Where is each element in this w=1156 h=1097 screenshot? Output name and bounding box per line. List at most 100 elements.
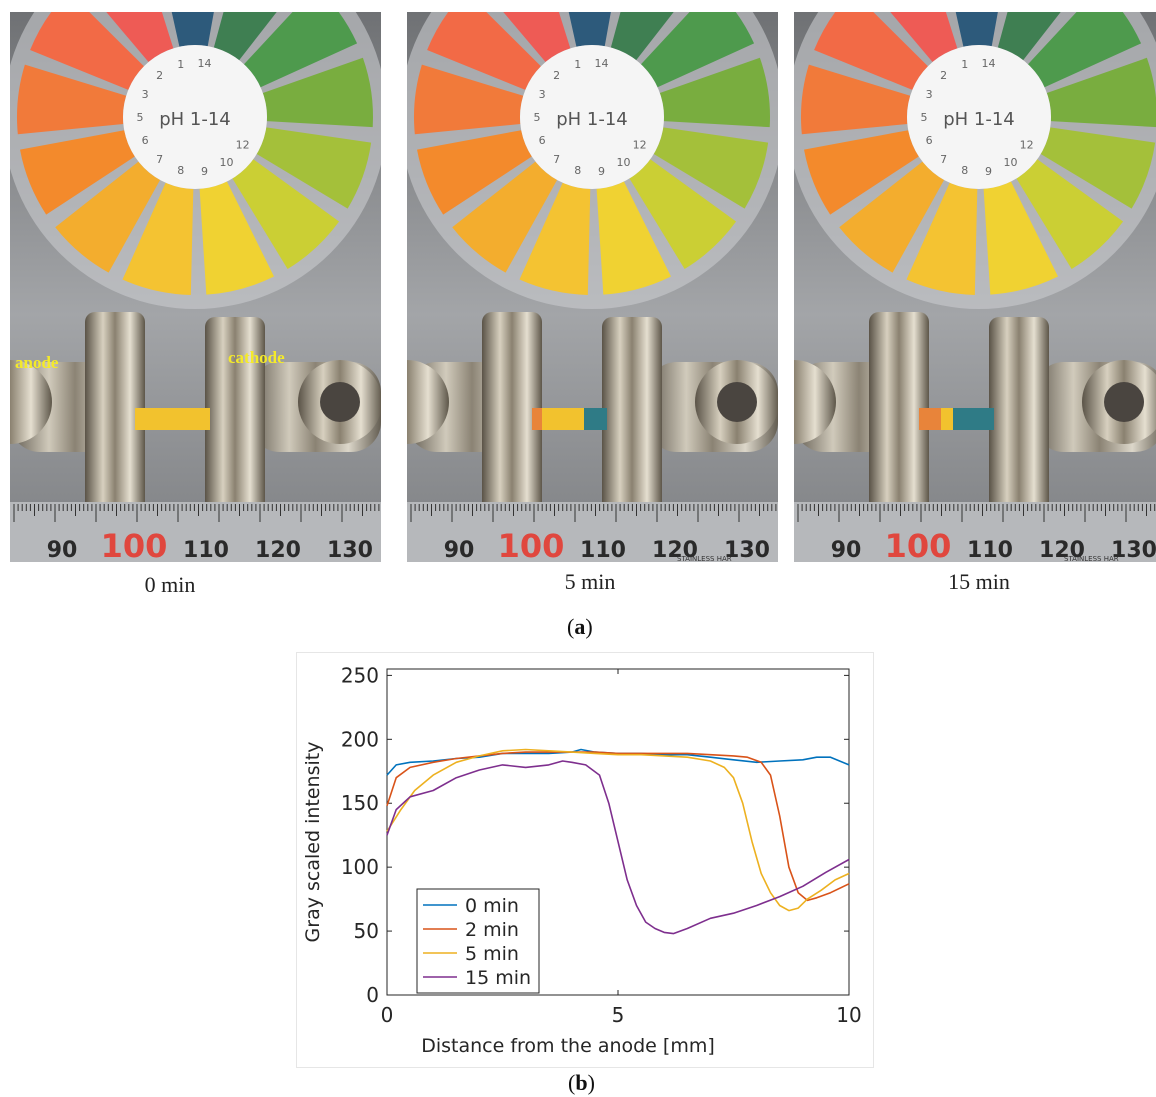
series-line-15-min	[386, 760, 850, 935]
ruler-number: 120	[1039, 538, 1085, 562]
wheel-number: 14	[982, 57, 996, 70]
strip-section	[542, 408, 584, 430]
strip-section	[584, 408, 607, 430]
ruler-number: 120	[255, 538, 301, 562]
legend-label: 5 min	[465, 943, 519, 965]
wheel-number: 14	[595, 57, 609, 70]
wheel-number: 5	[534, 111, 541, 124]
wheel-number: 5	[921, 111, 928, 124]
wheel-number: 8	[961, 164, 968, 177]
x-tick-label: 0	[381, 1003, 394, 1027]
wheel-label: pH 1-14	[943, 109, 1015, 130]
left-clip	[482, 312, 542, 542]
wheel-number: 3	[926, 88, 933, 101]
ruler-number: 110	[580, 538, 626, 562]
panel-b-letter: b	[575, 1070, 588, 1095]
ruler-number: 110	[183, 538, 229, 562]
wheel-number: 10	[617, 156, 631, 169]
wheel-number: 5	[137, 111, 144, 124]
wheel-number: 2	[156, 69, 163, 82]
ruler-number: 100	[885, 527, 952, 562]
caption-15min: 15 min	[948, 569, 1010, 594]
wheel-number: 9	[985, 165, 992, 178]
wheel-number: 3	[539, 88, 546, 101]
wheel-number: 7	[156, 153, 163, 166]
wheel-segment	[906, 182, 978, 295]
right-clip	[205, 317, 265, 542]
wheel-segment	[122, 182, 194, 295]
ph-strip	[135, 408, 210, 430]
x-tick-label: 5	[612, 1003, 625, 1027]
wheel-number: 10	[220, 156, 234, 169]
strip-section	[135, 408, 210, 430]
wheel-segment	[983, 181, 1058, 295]
right-clip-hole	[320, 382, 360, 422]
left-clip-ring	[10, 360, 52, 444]
wheel-label: pH 1-14	[159, 109, 231, 130]
wheel-segment	[659, 57, 770, 128]
wheel-number: 9	[201, 165, 208, 178]
anode-label: anode	[15, 353, 59, 372]
wheel-number: 1	[177, 58, 184, 71]
ruler-number: 130	[724, 538, 770, 562]
wheel-segment	[414, 64, 524, 135]
wheel-label: pH 1-14	[556, 109, 628, 130]
wheel-segment	[629, 159, 737, 270]
ph-color-wheel	[414, 12, 770, 295]
strip-section	[532, 408, 542, 430]
caption-5min: 5 min	[564, 569, 616, 594]
y-tick-label: 250	[341, 663, 379, 687]
wheel-segment	[1046, 57, 1156, 128]
series-line-2-min	[386, 751, 850, 902]
right-clip	[602, 317, 662, 542]
binder-clips	[10, 312, 381, 542]
ruler-brand: STAINLESS HAR	[1064, 555, 1119, 562]
wheel-segment	[955, 12, 998, 47]
wheel-segment	[20, 130, 135, 215]
photo-15min: pH 1-14 14 1 2 3 5 6 7 8 9 10 12 90 100 110 120 130 STAIN…	[794, 12, 1156, 562]
wheel-segment	[199, 181, 274, 295]
ruler-body	[10, 502, 381, 562]
ruler-body	[794, 502, 1156, 562]
ruler-number: 90	[444, 538, 475, 562]
ruler-body	[407, 502, 778, 562]
legend	[416, 888, 540, 994]
y-axis-label: Gray scaled intensity	[302, 742, 324, 943]
ruler-number: 130	[1111, 538, 1156, 562]
wheel-number: 2	[553, 69, 560, 82]
ruler-number: 90	[831, 538, 862, 562]
strip-section	[941, 408, 953, 430]
ruler: 90 100 110 120 130	[10, 502, 381, 562]
wheel-segment	[814, 12, 928, 90]
chart-svg: 0 50 100 150 200 250 0 5 10 Distance from the ano…	[302, 663, 862, 1057]
legend-label: 0 min	[465, 895, 519, 917]
ruler-brand: STAINLESS HAR	[677, 555, 732, 562]
wheel-segment	[801, 64, 911, 135]
wheel-number: 10	[1004, 156, 1018, 169]
wheel-segment	[1016, 159, 1124, 270]
wheel-number: 6	[539, 134, 546, 147]
wheel-segment	[262, 57, 373, 128]
binder-clips	[407, 312, 778, 542]
wheel-segment	[653, 127, 769, 209]
wheel-center	[907, 45, 1051, 189]
photo-5min: pH 1-14 14 1 2 3 5 6 7 8 9 10 12 90 100 110 120 130 STAIN…	[407, 12, 778, 562]
intensity-chart: 0 50 100 150 200 250 0 5 10 Distance from the ano…	[296, 652, 874, 1068]
wheel-segment	[596, 181, 671, 295]
wheel-segment	[640, 12, 755, 88]
wheel-segment	[256, 127, 372, 209]
wheel-segment	[30, 12, 144, 90]
panel-a-letter: a	[574, 614, 586, 639]
wheel-number: 1	[961, 58, 968, 71]
wheel-segment	[519, 182, 591, 295]
ph-color-wheel	[801, 12, 1156, 295]
wheel-segment	[16, 64, 127, 135]
wheel-number: 1	[574, 58, 581, 71]
ruler-number: 110	[967, 538, 1013, 562]
wheel-segment	[55, 161, 161, 273]
wheel-segment	[213, 12, 277, 61]
wheel-center	[123, 45, 267, 189]
ruler-number: 130	[327, 538, 373, 562]
left-clip	[869, 312, 929, 542]
